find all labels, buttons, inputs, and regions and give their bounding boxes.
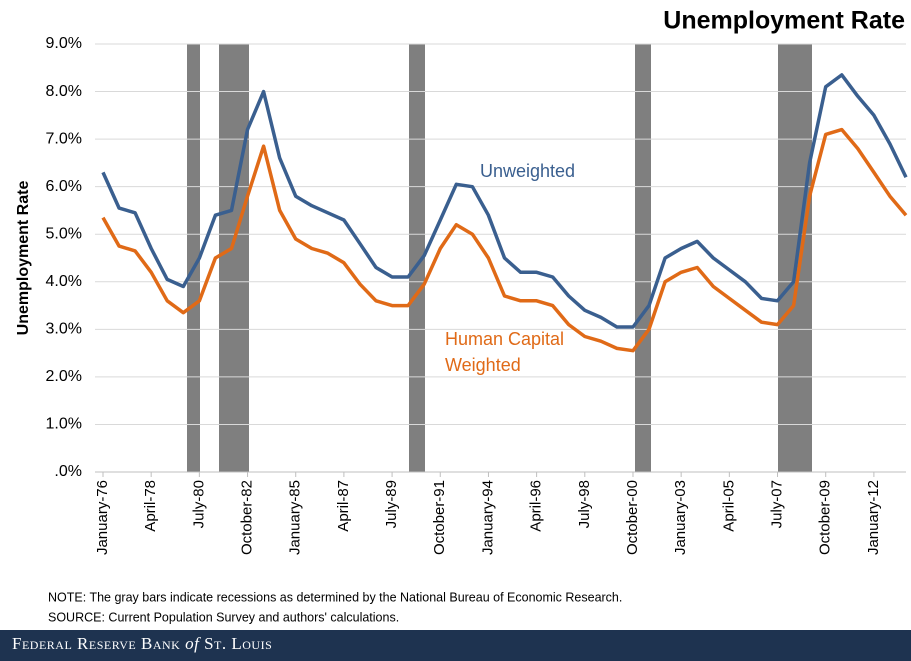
recession-bar	[778, 44, 812, 472]
y-tick-label: 4.0%	[46, 273, 82, 290]
series-label: Human Capital Weighted	[445, 329, 564, 375]
recession-bar	[219, 44, 249, 472]
x-tick-label: July-80	[190, 480, 207, 528]
source: SOURCE: Current Population Survey and au…	[48, 610, 399, 624]
recession-bar	[187, 44, 200, 472]
x-tick-label: April-87	[335, 480, 352, 532]
x-tick-label: April-78	[142, 480, 159, 532]
x-tick-label: October-91	[431, 480, 448, 555]
x-tick-label: January-12	[865, 480, 882, 555]
x-tick-label: January-94	[479, 480, 496, 555]
y-tick-label: 3.0%	[46, 321, 82, 338]
x-tick-label: July-98	[576, 480, 593, 528]
chart-title: Unemployment Rate	[663, 7, 905, 35]
x-tick-label: January-85	[287, 480, 304, 555]
y-tick-label: 6.0%	[46, 178, 82, 195]
x-tick-label: April-05	[720, 480, 737, 532]
note: NOTE: The gray bars indicate recessions …	[48, 590, 622, 604]
y-tick-label: 1.0%	[46, 416, 82, 433]
x-tick-label: October-00	[624, 480, 641, 555]
y-tick-label: 8.0%	[46, 83, 82, 100]
x-tick-label: April-96	[528, 480, 545, 532]
series-line	[101, 73, 908, 329]
x-tick-label: July-89	[383, 480, 400, 528]
series-label-line: Weighted	[445, 355, 521, 375]
series-line	[101, 127, 908, 353]
y-tick-label: .0%	[54, 463, 82, 480]
x-tick-label: July-07	[768, 480, 785, 528]
footer-part: of	[185, 634, 201, 653]
series-label: Unweighted	[480, 161, 575, 181]
x-tick-label: January-76	[94, 480, 111, 555]
y-tick-label: 7.0%	[46, 130, 82, 147]
footer-part: St. Louis	[204, 634, 272, 653]
recession-bar	[409, 44, 425, 472]
footer-bar	[0, 630, 911, 661]
recession-bar	[635, 44, 651, 472]
series-label-line: Human Capital	[445, 329, 564, 349]
x-tick-label: January-03	[672, 480, 689, 555]
x-tick-label: October-82	[239, 480, 256, 555]
y-tick-label: 5.0%	[46, 225, 82, 242]
y-tick-label: 9.0%	[46, 35, 82, 52]
footer-part: Federal Reserve Bank	[12, 634, 180, 653]
y-tick-label: 2.0%	[46, 368, 82, 385]
y-axis-label: Unemployment Rate	[15, 181, 32, 336]
footer: Federal Reserve Bank of St. Louis	[12, 634, 272, 653]
x-tick-label: October-09	[817, 480, 834, 555]
